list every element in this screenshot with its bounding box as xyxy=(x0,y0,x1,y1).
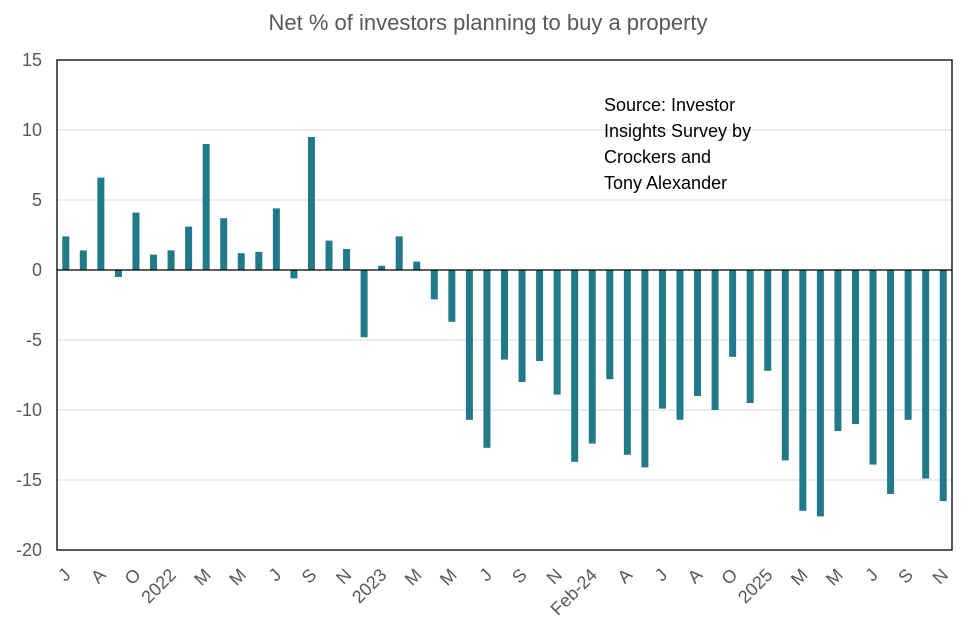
x-tick-label: N xyxy=(332,565,355,588)
y-tick-label: 10 xyxy=(22,120,42,140)
x-tick-label: J xyxy=(54,565,75,586)
bar xyxy=(536,270,544,361)
bar xyxy=(904,270,912,420)
source-annotation: Source: Investor Insights Survey by Croc… xyxy=(604,95,752,193)
bar xyxy=(272,208,280,270)
x-tick-label: M xyxy=(787,565,812,590)
bar xyxy=(307,137,315,270)
x-tick-label: O xyxy=(121,565,145,589)
bar xyxy=(729,270,737,357)
x-tick-label: J xyxy=(475,565,496,586)
y-tick-label: 0 xyxy=(32,260,42,280)
x-tick-label: O xyxy=(717,565,741,589)
x-tick-label: J xyxy=(861,565,882,586)
bar xyxy=(185,226,193,270)
bar xyxy=(413,261,421,270)
x-tick-label: M xyxy=(401,565,426,590)
bar xyxy=(939,270,947,501)
bar xyxy=(658,270,666,409)
bar xyxy=(220,218,228,270)
bar xyxy=(150,254,158,270)
bar xyxy=(781,270,789,461)
bar xyxy=(255,251,263,270)
bar xyxy=(676,270,684,420)
y-tick-label: -20 xyxy=(16,540,42,560)
bar xyxy=(202,144,210,270)
bar xyxy=(746,270,754,403)
y-tick-label: -10 xyxy=(16,400,42,420)
y-tick-label: 5 xyxy=(32,190,42,210)
bar xyxy=(290,270,298,279)
bar xyxy=(606,270,614,380)
bar xyxy=(97,177,105,270)
bar xyxy=(483,270,491,448)
bar xyxy=(799,270,807,511)
bar xyxy=(325,240,333,270)
x-tick-label: M xyxy=(822,565,847,590)
x-tick-label: S xyxy=(894,565,917,588)
bar xyxy=(553,270,561,395)
bar xyxy=(237,253,245,270)
x-tick-label: M xyxy=(190,565,215,590)
bar xyxy=(62,236,70,270)
bar xyxy=(360,270,368,338)
x-tick-label: M xyxy=(436,565,461,590)
x-tick-label: J xyxy=(651,565,672,586)
x-tick-label: M xyxy=(225,565,250,590)
bar xyxy=(343,249,351,270)
bar xyxy=(869,270,877,465)
bar xyxy=(711,270,719,410)
bar xyxy=(448,270,456,322)
x-tick-label: A xyxy=(614,565,637,588)
bar xyxy=(641,270,649,468)
y-tick-label: 15 xyxy=(22,50,42,70)
bar xyxy=(465,270,473,420)
bar xyxy=(395,236,403,270)
plot-frame xyxy=(56,59,953,551)
bar xyxy=(694,270,702,396)
chart-title: Net % of investors planning to buy a pro… xyxy=(268,10,708,35)
y-tick-label: -5 xyxy=(26,330,42,350)
bar xyxy=(132,212,140,270)
x-tick-label: S xyxy=(298,565,321,588)
bar xyxy=(79,250,87,270)
bar xyxy=(114,270,122,277)
x-tick-label: 2023 xyxy=(348,565,390,607)
bar xyxy=(764,270,772,371)
bar xyxy=(922,270,930,479)
x-tick-label: A xyxy=(684,565,707,588)
bar xyxy=(887,270,895,494)
x-tick-label: S xyxy=(508,565,531,588)
bar xyxy=(430,270,438,300)
bar xyxy=(816,270,824,517)
bar xyxy=(571,270,579,462)
bar xyxy=(623,270,631,455)
bar xyxy=(378,265,386,270)
bar xyxy=(851,270,859,424)
bar xyxy=(167,250,175,270)
x-tick-label: J xyxy=(265,565,286,586)
x-tick-label: 2022 xyxy=(137,565,179,607)
x-tick-label: N xyxy=(929,565,952,588)
bar xyxy=(518,270,526,382)
x-tick-label: N xyxy=(543,565,566,588)
bar xyxy=(834,270,842,431)
x-tick-label: A xyxy=(87,565,110,588)
x-tick-label: 2025 xyxy=(734,565,776,607)
y-tick-label: -15 xyxy=(16,470,42,490)
bar xyxy=(588,270,596,444)
bar xyxy=(501,270,508,360)
